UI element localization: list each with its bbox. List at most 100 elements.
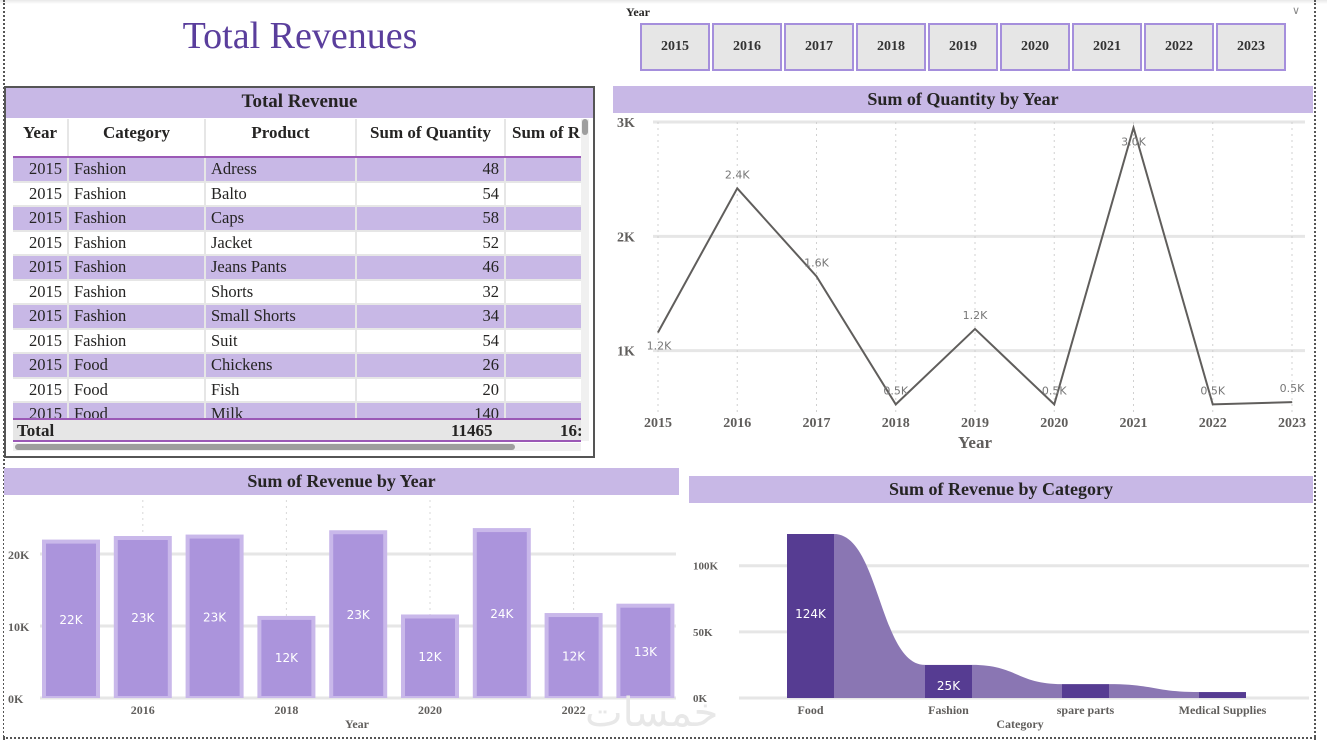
cell-year: 2015 xyxy=(13,181,69,207)
column-header-category[interactable]: Category xyxy=(68,119,206,158)
horizontal-scrollbar[interactable] xyxy=(13,443,581,451)
column-header-year[interactable]: Year xyxy=(13,119,69,158)
data-label: 23K xyxy=(131,611,155,625)
table-row[interactable]: 2015 Fashion Balto 54 xyxy=(13,181,581,207)
total-label: Total xyxy=(17,421,55,440)
x-tick-label: 2018 xyxy=(274,703,298,717)
x-tick-label: 2021 xyxy=(1120,416,1148,431)
chart-title: Sum of Quantity by Year xyxy=(613,86,1313,113)
y-tick-label: 50K xyxy=(693,627,713,639)
x-tick-label: 2023 xyxy=(1278,416,1306,431)
scrollbar-thumb[interactable] xyxy=(15,444,515,450)
cell-revenue xyxy=(505,181,581,207)
slicer-option-2015[interactable]: 2015 xyxy=(640,23,710,71)
x-tick-label: 2022 xyxy=(562,703,586,717)
vertical-scrollbar[interactable] xyxy=(581,119,589,441)
table-row[interactable]: 2015 Fashion Jeans Pants 46 xyxy=(13,255,581,281)
column-header-product[interactable]: Product xyxy=(205,119,357,158)
chart-title: Sum of Revenue by Category xyxy=(689,476,1313,503)
slicer-option-2019[interactable]: 2019 xyxy=(928,23,998,71)
slicer-option-2016[interactable]: 2016 xyxy=(712,23,782,71)
total-revenue: 16: xyxy=(560,421,583,440)
category-bar xyxy=(787,534,834,698)
data-label: 124K xyxy=(795,607,827,621)
table-row[interactable]: 2015 Fashion Jacket 52 xyxy=(13,230,581,256)
table-row[interactable]: 2015 Food Fish 20 xyxy=(13,377,581,403)
data-label: 0.5K xyxy=(1200,384,1225,397)
data-label: 1.2K xyxy=(647,340,672,353)
cell-revenue xyxy=(505,328,581,354)
cell-category: Fashion xyxy=(68,279,206,305)
data-label: 0.5K xyxy=(883,384,908,397)
x-tick-label: 2022 xyxy=(1199,416,1227,431)
y-tick-label: 0K xyxy=(8,692,24,706)
bar xyxy=(117,540,168,696)
cell-revenue xyxy=(505,206,581,232)
table-title: Total Revenue xyxy=(6,88,593,118)
slicer-option-2017[interactable]: 2017 xyxy=(784,23,854,71)
bar xyxy=(189,538,240,696)
cell-product: Small Shorts xyxy=(205,304,357,330)
year-slicer: Year ∨ 2015 2016 2017 2018 2019 2020 2021 2022 2… xyxy=(624,3,1308,75)
bar xyxy=(620,607,671,696)
cell-year: 2015 xyxy=(13,328,69,354)
data-point xyxy=(974,328,976,330)
table-row[interactable]: 2015 Fashion Adress 48 xyxy=(13,157,581,183)
y-tick-label: 3K xyxy=(617,116,635,131)
data-point xyxy=(657,331,659,333)
x-tick-label: Fashion xyxy=(928,703,969,717)
table-row[interactable]: 2015 Food Chickens 26 xyxy=(13,353,581,379)
table-row[interactable]: 2015 Fashion Small Shorts 34 xyxy=(13,304,581,330)
slicer-option-2020[interactable]: 2020 xyxy=(1000,23,1070,71)
quantity-by-year-chart: Sum of Quantity by Year 1K 2K 3K 2015 2016 20… xyxy=(613,86,1313,458)
revenue-by-category-chart: Sum of Revenue by Category 0K 50K 100K 124K… xyxy=(689,476,1313,736)
column-header-quantity[interactable]: Sum of Quantity xyxy=(356,119,506,158)
cell-product: Suit xyxy=(205,328,357,354)
cell-revenue xyxy=(505,230,581,256)
cell-product: Jeans Pants xyxy=(205,255,357,281)
slicer-option-2023[interactable]: 2023 xyxy=(1216,23,1286,71)
table-total-row: Total 11465 16: xyxy=(13,418,583,442)
category-bar xyxy=(925,664,972,698)
cell-category: Fashion xyxy=(68,328,206,354)
category-bar xyxy=(1062,684,1109,698)
data-point xyxy=(1291,401,1293,403)
cell-revenue xyxy=(505,377,581,403)
cell-year: 2015 xyxy=(13,377,69,403)
revenue-matrix: Year Category Product Sum of Quantity Su… xyxy=(13,119,581,428)
canvas-border xyxy=(1314,0,1316,740)
table-row[interactable]: 2015 Fashion Shorts 32 xyxy=(13,279,581,305)
slicer-option-2022[interactable]: 2022 xyxy=(1144,23,1214,71)
column-header-revenue[interactable]: Sum of R xyxy=(505,119,581,158)
table-row[interactable]: 2015 Fashion Suit 54 xyxy=(13,328,581,354)
chevron-down-icon[interactable]: ∨ xyxy=(1291,5,1300,17)
slicer-option-2021[interactable]: 2021 xyxy=(1072,23,1142,71)
revenue-by-year-chart: Sum of Revenue by Year 0K 10K 20K 22K 23K 201… xyxy=(4,468,679,736)
total-quantity: 11465 xyxy=(451,421,493,440)
cell-year: 2015 xyxy=(13,353,69,379)
x-tick-label: 2018 xyxy=(882,416,910,431)
cell-quantity: 52 xyxy=(356,230,506,256)
slicer-option-2018[interactable]: 2018 xyxy=(856,23,926,71)
x-axis-title: Year xyxy=(345,717,370,731)
x-tick-label: 2015 xyxy=(644,416,672,431)
cell-year: 2015 xyxy=(13,206,69,232)
data-point xyxy=(1133,127,1134,129)
y-tick-label: 0K xyxy=(693,693,708,705)
y-tick-label: 2K xyxy=(617,230,635,245)
area-chart-plot: 0K 50K 100K 124K Food 25K Fashion spare parts Me… xyxy=(693,534,1309,731)
table-header-row: Year Category Product Sum of Quantity Su… xyxy=(13,119,581,158)
x-tick-label: Medical Supplies xyxy=(1179,703,1267,717)
x-tick-label: 2019 xyxy=(961,416,989,431)
cell-product: Adress xyxy=(205,157,357,183)
y-tick-label: 20K xyxy=(8,548,30,562)
x-tick-label: spare parts xyxy=(1057,703,1115,717)
bar xyxy=(405,618,455,696)
cell-revenue xyxy=(505,353,581,379)
cell-category: Food xyxy=(68,353,206,379)
table-body-viewport: Year Category Product Sum of Quantity Su… xyxy=(13,119,581,441)
table-row[interactable]: 2015 Fashion Caps 58 xyxy=(13,206,581,232)
scrollbar-thumb[interactable] xyxy=(582,119,588,135)
cell-quantity: 54 xyxy=(356,181,506,207)
data-label: 12K xyxy=(418,650,442,664)
